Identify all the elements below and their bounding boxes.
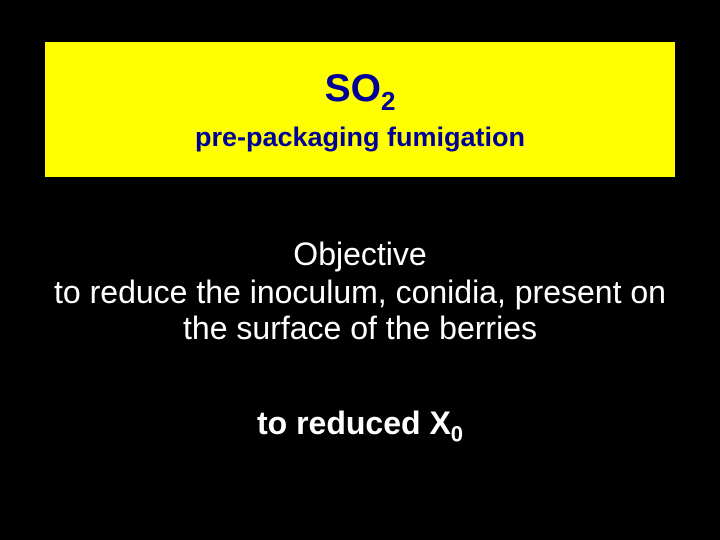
title-formula-prefix: SO — [325, 67, 381, 110]
title-subtitle: pre-packaging fumigation — [195, 122, 525, 153]
objective-heading: Objective — [0, 236, 720, 273]
slide-container: SO2 pre-packaging fumigation Objective t… — [0, 0, 720, 540]
objective-body: to reduce the inoculum, conidia, present… — [50, 275, 670, 347]
title-box: SO2 pre-packaging fumigation — [45, 42, 675, 177]
reduced-subscript: 0 — [451, 421, 463, 446]
title-formula-subscript: 2 — [381, 85, 395, 115]
reduced-line: to reduced X0 — [0, 405, 720, 447]
reduced-prefix: to reduced X — [257, 405, 451, 441]
title-main: SO2 — [325, 66, 396, 117]
